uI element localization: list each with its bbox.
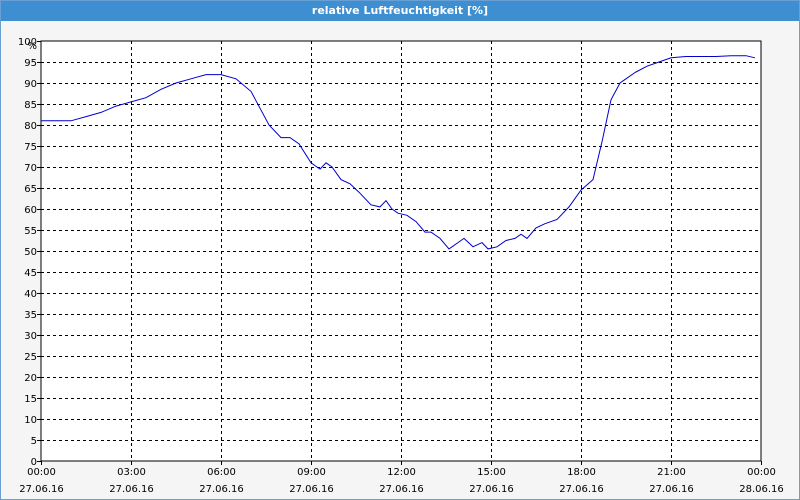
y-tick-label: 15 (24, 394, 37, 405)
x-tick-date-label: 27.06.16 (649, 484, 694, 495)
x-tick-date-label: 27.06.16 (109, 484, 154, 495)
y-tick-label: 5 (31, 436, 37, 447)
x-tick-date-label: 27.06.16 (469, 484, 514, 495)
y-tick-label: 65 (24, 184, 37, 195)
y-tick-label: 50 (24, 247, 37, 258)
x-tick-time-label: 12:00 (387, 467, 416, 478)
y-tick-label: 0 (31, 457, 37, 468)
y-tick-label: 85 (24, 100, 37, 111)
x-tick-date-label: 28.06.16 (739, 484, 784, 495)
y-tick-label: 55 (24, 226, 37, 237)
y-tick-label: 100 (18, 37, 37, 48)
x-axis-ticks: 00:00 27.06.16 03:00 27.06.16 06:00 27.06.16 0… (19, 461, 784, 495)
y-tick-label: 35 (24, 310, 37, 321)
y-tick-label: 10 (24, 415, 37, 426)
humidity-series-line (41, 55, 756, 250)
y-tick-label: 90 (24, 79, 37, 90)
y-tick-label: 80 (24, 121, 37, 132)
x-tick-date-label: 27.06.16 (19, 484, 64, 495)
y-tick-label: 30 (24, 331, 37, 342)
y-tick-label: 70 (24, 163, 37, 174)
y-tick-label: 60 (24, 205, 37, 216)
x-tick-date-label: 27.06.16 (289, 484, 334, 495)
y-tick-label: 20 (24, 373, 37, 384)
x-tick-time-label: 00:00 (747, 467, 776, 478)
x-tick-time-label: 21:00 (657, 467, 686, 478)
y-axis-ticks: 0 5 10 15 20 25 30 35 40 45 50 55 60 65 70 75 80 85 90 95 10… (18, 37, 41, 468)
y-tick-label: 40 (24, 289, 37, 300)
humidity-chart: 0 5 10 15 20 25 30 35 40 45 50 55 60 65 70 75 80 85 90 95 10… (18, 37, 784, 495)
x-tick-date-label: 27.06.16 (559, 484, 604, 495)
y-tick-label: 75 (24, 142, 37, 153)
window-title: relative Luftfeuchtigkeit [%] (1, 1, 799, 21)
y-axis-unit-label: % (27, 41, 37, 52)
y-tick-label: 25 (24, 352, 37, 363)
x-tick-time-label: 18:00 (567, 467, 596, 478)
x-tick-time-label: 09:00 (297, 467, 326, 478)
x-tick-date-label: 27.06.16 (199, 484, 244, 495)
x-tick-time-label: 06:00 (207, 467, 236, 478)
grid-lines (41, 41, 761, 461)
x-tick-time-label: 15:00 (477, 467, 506, 478)
x-tick-time-label: 03:00 (117, 467, 146, 478)
x-tick-date-label: 27.06.16 (379, 484, 424, 495)
x-tick-time-label: 00:00 (27, 467, 56, 478)
y-tick-label: 95 (24, 58, 37, 69)
y-tick-label: 45 (24, 268, 37, 279)
